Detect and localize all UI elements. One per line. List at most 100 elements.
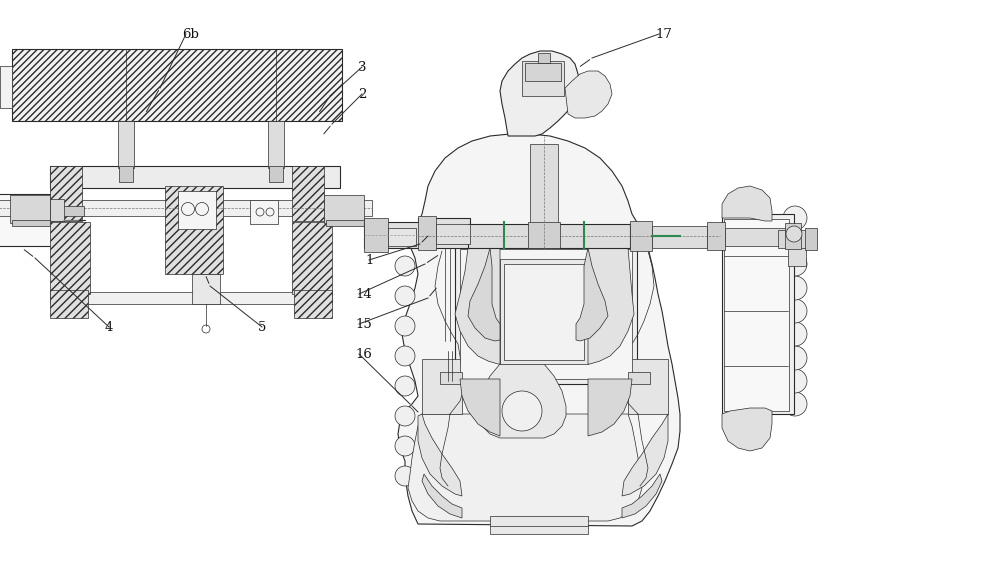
Bar bbox=[364, 222, 422, 248]
Bar bbox=[50, 166, 340, 188]
Bar bbox=[788, 231, 806, 266]
Circle shape bbox=[395, 346, 415, 366]
Bar bbox=[525, 63, 561, 81]
Bar bbox=[504, 264, 584, 360]
Text: 5: 5 bbox=[258, 321, 266, 334]
Polygon shape bbox=[565, 71, 612, 118]
Polygon shape bbox=[478, 364, 566, 438]
Bar bbox=[294, 290, 332, 318]
Bar bbox=[62, 206, 84, 216]
Polygon shape bbox=[622, 474, 662, 518]
Circle shape bbox=[395, 436, 415, 456]
Circle shape bbox=[395, 286, 415, 306]
Text: 4: 4 bbox=[105, 321, 113, 334]
Bar bbox=[422, 359, 462, 414]
Bar bbox=[388, 228, 416, 246]
Bar bbox=[805, 228, 817, 250]
Circle shape bbox=[502, 391, 542, 431]
Bar bbox=[50, 292, 332, 304]
Text: 6b: 6b bbox=[182, 28, 199, 41]
Circle shape bbox=[395, 406, 415, 426]
Polygon shape bbox=[588, 248, 634, 364]
Text: 2: 2 bbox=[358, 88, 366, 101]
Circle shape bbox=[783, 346, 807, 370]
Circle shape bbox=[395, 256, 415, 276]
Text: 1: 1 bbox=[365, 254, 373, 267]
Bar bbox=[785, 223, 801, 249]
Bar bbox=[778, 230, 813, 248]
Circle shape bbox=[395, 376, 415, 396]
Circle shape bbox=[783, 392, 807, 416]
Bar bbox=[707, 222, 725, 250]
Bar bbox=[268, 121, 284, 168]
Text: 15: 15 bbox=[355, 318, 372, 331]
Polygon shape bbox=[588, 379, 632, 436]
Circle shape bbox=[783, 252, 807, 276]
Bar bbox=[436, 224, 470, 244]
Circle shape bbox=[783, 369, 807, 393]
Polygon shape bbox=[460, 379, 500, 436]
Bar bbox=[50, 290, 88, 318]
Circle shape bbox=[783, 276, 807, 300]
Bar bbox=[10, 195, 50, 223]
Bar bbox=[418, 216, 436, 250]
Polygon shape bbox=[468, 248, 500, 341]
Circle shape bbox=[783, 322, 807, 346]
Bar bbox=[530, 144, 558, 224]
Bar bbox=[418, 218, 470, 248]
Bar bbox=[192, 274, 220, 304]
Bar bbox=[528, 222, 560, 248]
Bar bbox=[628, 372, 650, 384]
Bar bbox=[630, 221, 652, 251]
Polygon shape bbox=[408, 414, 642, 521]
Bar bbox=[178, 191, 216, 229]
Polygon shape bbox=[576, 248, 608, 341]
Bar bbox=[460, 249, 632, 379]
Bar bbox=[490, 242, 596, 248]
Polygon shape bbox=[500, 51, 580, 136]
Polygon shape bbox=[422, 474, 462, 518]
Bar bbox=[324, 195, 364, 223]
Bar bbox=[724, 219, 789, 411]
Polygon shape bbox=[455, 248, 500, 364]
Bar bbox=[118, 121, 134, 168]
Bar bbox=[725, 228, 785, 246]
Bar bbox=[50, 199, 64, 221]
Bar bbox=[455, 244, 637, 384]
Bar bbox=[364, 218, 388, 252]
Bar bbox=[292, 166, 324, 221]
Text: 16: 16 bbox=[355, 348, 372, 361]
Circle shape bbox=[786, 226, 802, 242]
Bar bbox=[12, 49, 342, 121]
Bar bbox=[652, 226, 707, 248]
Bar bbox=[522, 61, 564, 96]
Bar bbox=[0, 194, 60, 246]
Bar bbox=[165, 186, 223, 274]
Circle shape bbox=[783, 206, 807, 230]
Bar bbox=[0, 66, 12, 108]
Bar bbox=[538, 53, 550, 63]
Bar bbox=[50, 222, 90, 294]
Text: 14: 14 bbox=[355, 288, 372, 301]
Bar bbox=[440, 372, 462, 384]
Bar bbox=[269, 166, 283, 182]
Bar bbox=[628, 359, 668, 414]
Circle shape bbox=[395, 466, 415, 486]
Bar bbox=[722, 214, 794, 414]
Bar bbox=[250, 200, 278, 224]
Bar bbox=[0, 200, 372, 216]
Bar bbox=[292, 222, 332, 294]
Bar bbox=[490, 516, 588, 534]
Circle shape bbox=[395, 316, 415, 336]
Circle shape bbox=[783, 299, 807, 323]
Polygon shape bbox=[622, 414, 668, 496]
Polygon shape bbox=[722, 186, 772, 221]
Circle shape bbox=[395, 226, 415, 246]
Bar bbox=[326, 220, 364, 226]
Polygon shape bbox=[722, 408, 772, 451]
Bar bbox=[500, 259, 588, 364]
Polygon shape bbox=[398, 134, 680, 526]
Bar bbox=[50, 166, 82, 221]
Bar bbox=[12, 220, 50, 226]
Polygon shape bbox=[418, 414, 462, 496]
